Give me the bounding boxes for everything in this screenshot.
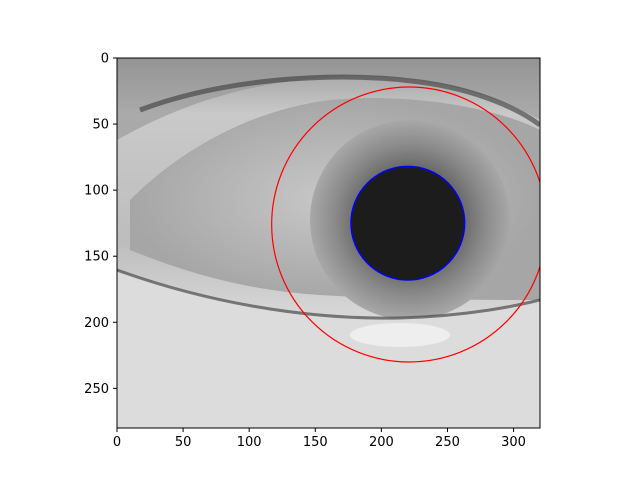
y-tick-label: 50 <box>92 118 109 133</box>
y-tick-label: 0 <box>101 52 109 67</box>
x-tick-label: 150 <box>303 435 328 450</box>
pupil-circle <box>350 165 466 281</box>
upper-lid-shadow <box>117 58 540 140</box>
y-tick-label: 100 <box>84 184 109 199</box>
x-tick-label: 300 <box>501 435 526 450</box>
y-tick-label: 250 <box>84 382 109 397</box>
iris-circle <box>271 86 540 363</box>
x-tick-label: 0 <box>113 435 121 450</box>
y-tick-label: 200 <box>84 316 109 331</box>
lower-lid <box>117 270 540 428</box>
x-tick-label: 200 <box>369 435 394 450</box>
axes-frame <box>116 57 541 429</box>
upper-lashes <box>139 74 540 128</box>
y-tick-label: 150 <box>84 250 109 265</box>
x-tick-label: 50 <box>175 435 192 450</box>
reflection <box>350 323 450 347</box>
lower-lid-line <box>117 268 540 320</box>
x-tick-label: 250 <box>435 435 460 450</box>
x-tick-label: 100 <box>237 435 262 450</box>
